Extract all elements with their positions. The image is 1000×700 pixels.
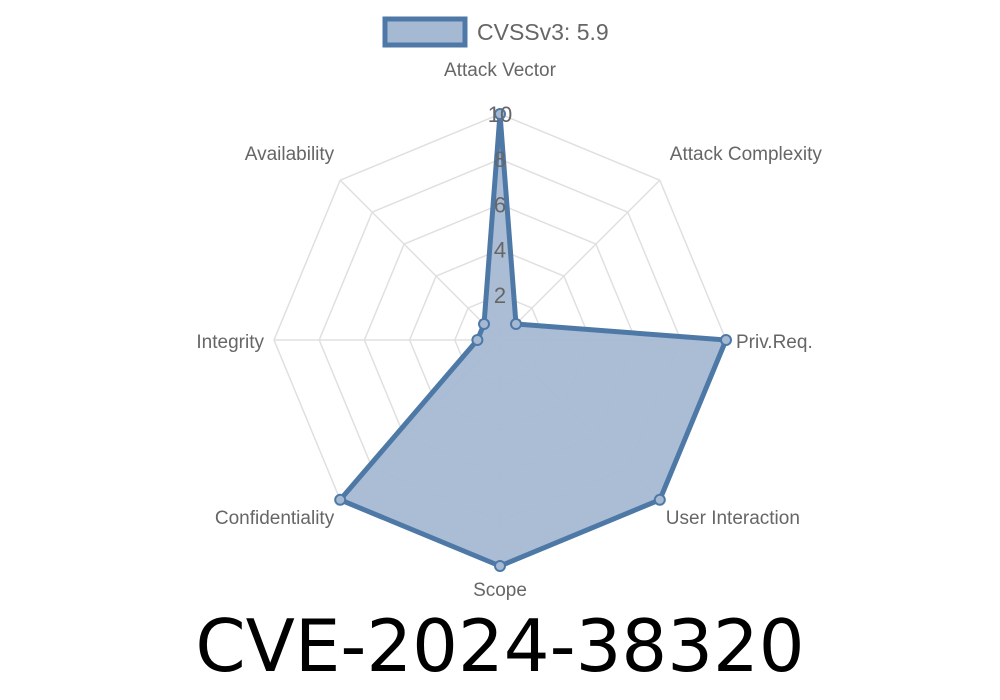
axis-label: Attack Vector	[444, 60, 557, 81]
legend-label: CVSSv3: 5.9	[477, 19, 609, 45]
axis-label: Integrity	[196, 332, 264, 353]
axis-label: Priv.Req.	[736, 332, 813, 353]
tick-label: 10	[488, 102, 512, 127]
tick-label: 4	[494, 238, 506, 263]
data-point	[509, 318, 522, 331]
axis-label: Availability	[245, 144, 335, 165]
tick-label: 6	[494, 192, 506, 217]
data-point	[471, 334, 484, 346]
data-point	[334, 493, 347, 506]
data-point	[720, 334, 732, 346]
axis-label: Confidentiality	[215, 508, 335, 529]
axis-label: Attack Complexity	[670, 144, 823, 165]
data-point	[478, 318, 491, 331]
data-point	[494, 108, 506, 120]
axis-label: Scope	[473, 580, 527, 601]
axis-label: User Interaction	[666, 508, 800, 529]
grid-spoke	[499, 179, 661, 341]
data-point	[494, 560, 506, 572]
tick-label: 2	[494, 283, 506, 308]
data-point	[653, 493, 666, 506]
legend-swatch	[382, 16, 468, 48]
tick-label: 8	[494, 147, 506, 172]
grid-spoke	[339, 179, 501, 341]
chart-title: CVE-2024-38320	[195, 604, 805, 688]
